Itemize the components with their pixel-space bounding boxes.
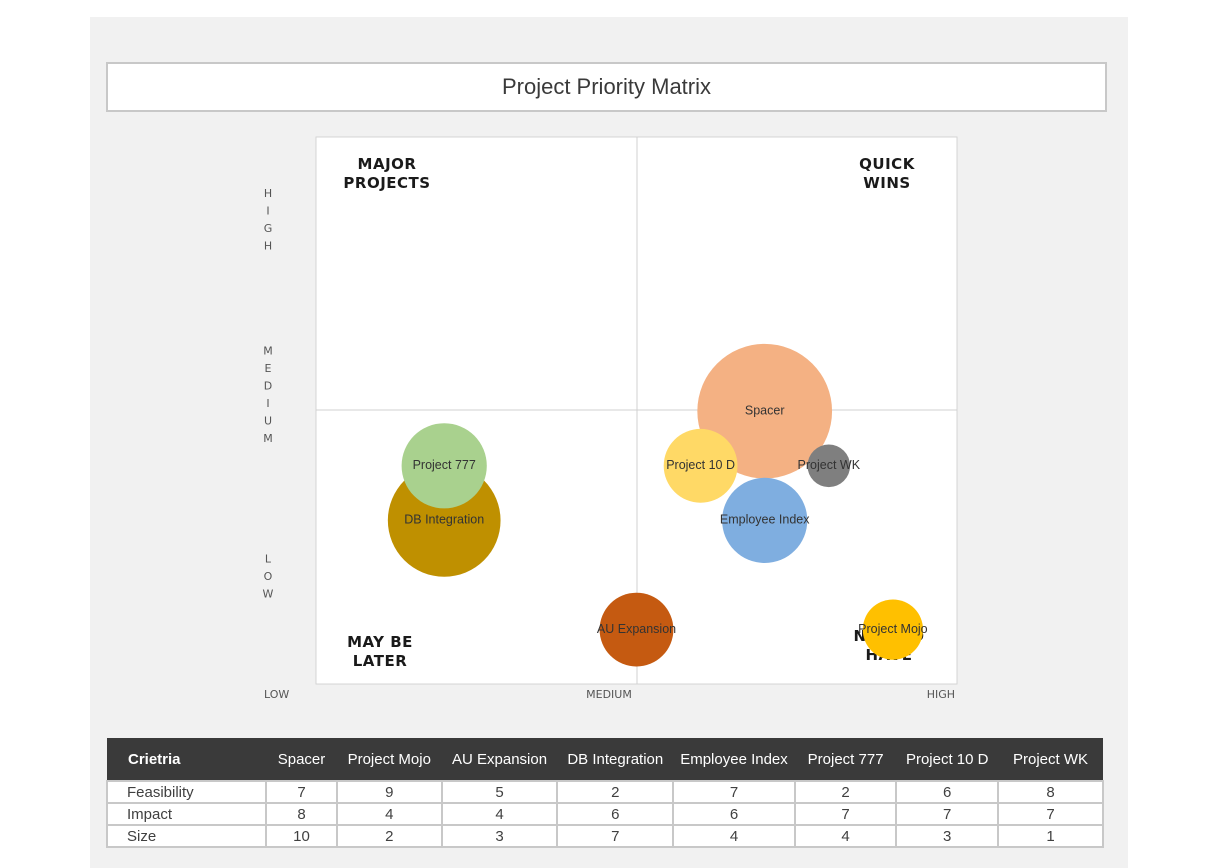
x-axis-labels: LOW MEDIUM HIGH xyxy=(264,688,955,701)
bubble-label: Project 777 xyxy=(413,458,476,472)
quadrant-label: WINS xyxy=(863,174,910,192)
table-cell: 6 xyxy=(895,780,1000,804)
bubble-label: AU Expansion xyxy=(597,622,676,636)
table-cell: 7 xyxy=(265,780,338,804)
y-tick-letter: W xyxy=(263,588,274,601)
table-body: Feasibility 7 9 5 2 7 2 6 8 Impact 8 4 4 6 6 7 7 7 Size 10 2… xyxy=(105,780,1104,848)
bubble-label: Spacer xyxy=(745,403,785,417)
project-header: DB Integration xyxy=(567,750,664,768)
table-row: Impact 8 4 4 6 6 7 7 7 xyxy=(105,802,1104,826)
table-cell: 3 xyxy=(440,824,559,848)
bubble-label: Project 10 D xyxy=(666,458,735,472)
bubble-spacer xyxy=(697,343,833,479)
criteria-label: Size xyxy=(105,824,268,848)
table-cell: 5 xyxy=(440,780,559,804)
quadrant-label: QUICK xyxy=(859,155,916,173)
criteria-label: Impact xyxy=(105,802,268,826)
table-cell: 4 xyxy=(335,802,443,826)
table-cell: 3 xyxy=(895,824,1000,848)
table-cell: 4 xyxy=(440,802,559,826)
y-tick-letter: I xyxy=(266,204,269,217)
bubble-label: Project Mojo xyxy=(858,622,928,636)
criteria-label: Feasibility xyxy=(105,780,268,804)
project-header: AU Expansion xyxy=(452,750,548,768)
bubble-label: DB Integration xyxy=(404,513,484,527)
y-tick-letter: E xyxy=(265,362,272,375)
quadrant-label: PROJECTS xyxy=(343,174,430,192)
y-tick-letter: I xyxy=(266,397,269,410)
y-tick-letter: M xyxy=(263,432,273,445)
table-cell: 4 xyxy=(793,824,898,848)
project-header: Employee Index xyxy=(680,750,788,768)
table-header-row: Crietria Spacer Project Mojo AU Expansion DB… xyxy=(107,738,1103,781)
y-tick-letter: O xyxy=(264,570,273,583)
bubble-project-mojo xyxy=(862,599,924,660)
project-header: Project 777 xyxy=(807,750,884,768)
y-tick-letter: D xyxy=(264,379,272,392)
y-tick-letter: G xyxy=(264,222,273,235)
x-tick-label: LOW xyxy=(264,688,289,701)
table-cell: 8 xyxy=(997,780,1104,804)
criteria-header: Crietria xyxy=(128,750,181,768)
y-tick-letter: U xyxy=(264,414,272,427)
quadrant-label: MAJOR xyxy=(358,155,417,173)
table-cell: 9 xyxy=(335,780,443,804)
table-cell: 7 xyxy=(895,802,1000,826)
x-tick-label: MEDIUM xyxy=(586,688,632,701)
table-cell: 2 xyxy=(793,780,898,804)
project-header: Spacer xyxy=(277,750,326,768)
table-cell: 4 xyxy=(672,824,796,848)
project-header: Project 10 D xyxy=(905,750,989,768)
bubble-au-expansion xyxy=(599,592,674,667)
table-cell: 6 xyxy=(672,802,796,826)
table-cell: 1 xyxy=(997,824,1104,848)
y-tick-letter: M xyxy=(263,344,273,357)
table-cell: 8 xyxy=(265,802,338,826)
table-cell: 2 xyxy=(556,780,675,804)
chart-title-box: Project Priority Matrix xyxy=(106,62,1107,112)
y-tick-letter: H xyxy=(264,239,272,252)
project-header: Project Mojo xyxy=(347,750,431,768)
table-cell: 10 xyxy=(265,824,338,848)
criteria-table: Crietria Spacer Project Mojo AU Expansion DB… xyxy=(105,738,1104,848)
x-tick-label: HIGH xyxy=(927,688,955,701)
bubble-project-10-d xyxy=(663,428,738,503)
quadrant-label: LATER xyxy=(353,652,408,670)
table-cell: 6 xyxy=(556,802,675,826)
table-cell: 7 xyxy=(793,802,898,826)
bubble-project-777 xyxy=(401,423,487,509)
table-cell: 7 xyxy=(556,824,675,848)
project-header: Project WK xyxy=(1013,750,1089,768)
table-cell: 7 xyxy=(997,802,1104,826)
table-row: Size 10 2 3 7 4 4 3 1 xyxy=(105,824,1104,848)
bubble-project-wk xyxy=(807,444,851,488)
bubble-employee-index xyxy=(722,477,808,563)
chart-title: Project Priority Matrix xyxy=(501,74,712,99)
bubble-labels: Spacer DB Integration Employee Index Projec… xyxy=(404,403,927,635)
bubble-label: Employee Index xyxy=(720,513,810,527)
y-tick-letter: H xyxy=(264,187,272,200)
quadrant-label: MAY BE xyxy=(347,633,413,651)
y-tick-letter: L xyxy=(265,553,272,566)
table-cell: 7 xyxy=(672,780,796,804)
table-cell: 2 xyxy=(335,824,443,848)
bubbles xyxy=(387,343,924,667)
bubble-label: Project WK xyxy=(798,458,861,472)
table-row: Feasibility 7 9 5 2 7 2 6 8 xyxy=(105,780,1104,804)
